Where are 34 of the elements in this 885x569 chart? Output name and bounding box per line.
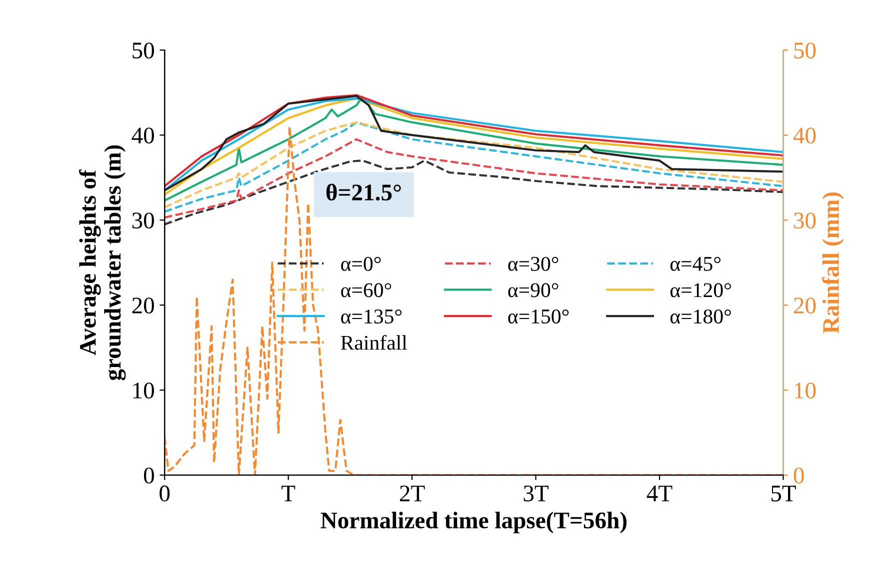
legend-label: α=0° [341,256,381,271]
y2-tick-label: 40 [793,128,816,144]
y-tick-label: 30 [132,212,154,229]
y2-tick-label: 30 [794,212,816,229]
x-axis-title: Normalized time lapse(T=56h) [320,512,626,534]
y2-axis-title: Rainfall (mm) [822,192,844,334]
y-tick-label: 50 [132,42,154,58]
line-series [164,138,784,219]
x-tick-label: 4T [646,486,672,502]
y-tick-label: 0 [144,468,154,484]
legend-label: α=45° [670,256,720,271]
x-tick-label: 5T [771,486,796,502]
legend-label: α=150° [508,309,569,324]
y-axis-title: Average heights of groundwater tables (m) [79,145,126,380]
x-tick-label: T [282,486,296,502]
legend-label: Rainfall [340,334,407,350]
line-series [164,160,784,226]
x-tick-label: 3T [524,486,548,502]
annotation: θ=21.5° [326,184,401,201]
y-tick-label: 20 [132,298,154,314]
legend-label: α=120° [670,283,731,298]
x-tick-label: 2T [400,486,425,502]
y2-tick-label: 0 [794,468,804,484]
y2-tick-label: 20 [794,298,816,314]
legend-label: α=60° [341,283,392,298]
legend-label: α=90° [508,283,558,298]
x-tick-label: 0 [160,486,170,502]
y2-tick-label: 10 [795,382,816,399]
legend-label: α=30° [508,256,558,271]
y2-tick-label: 50 [794,42,816,58]
legend-label: α=135° [341,309,402,324]
y-tick-label: 40 [132,128,154,144]
legend-label: α=180° [670,309,731,324]
y-tick-label: 10 [133,382,154,399]
